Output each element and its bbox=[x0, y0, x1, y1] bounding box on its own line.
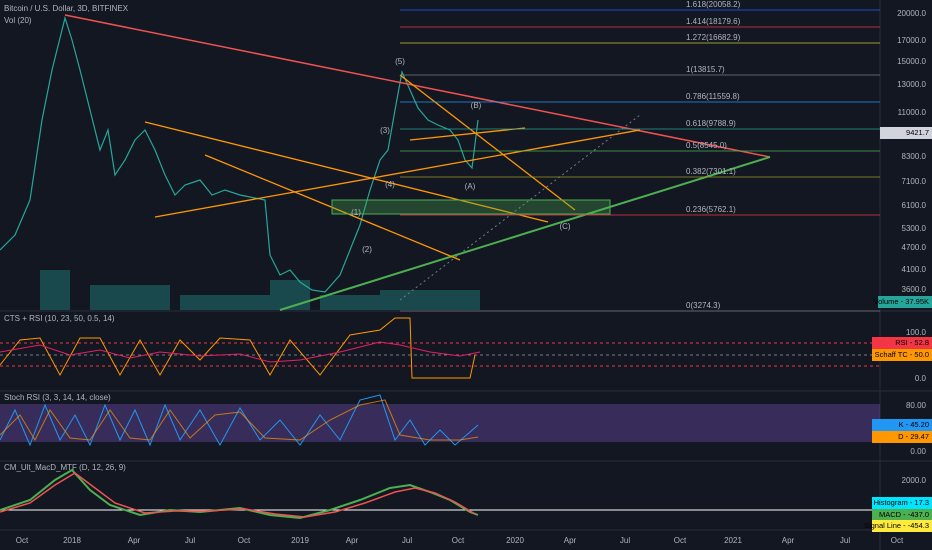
panel-title: CM_Ult_MacD_MTF (D, 12, 26, 9) bbox=[4, 463, 126, 472]
fib-label: 0.382(7301.1) bbox=[686, 167, 736, 176]
panel-title: Stoch RSI (3, 3, 14, 14, close) bbox=[4, 393, 111, 402]
time-label: Apr bbox=[564, 536, 577, 545]
orange-line bbox=[154, 129, 641, 218]
volume-tag-bg bbox=[878, 296, 932, 308]
time-label: Jul bbox=[402, 536, 412, 545]
dotted-line bbox=[399, 114, 641, 301]
time-label: Oct bbox=[238, 536, 251, 545]
wave-label: (2) bbox=[362, 245, 372, 254]
price-label: 20000.0 bbox=[897, 9, 926, 18]
panel-tag: D - 29.47 bbox=[898, 432, 929, 441]
panel-tag: Histogram - 17.3 bbox=[874, 498, 929, 507]
time-label: Jul bbox=[185, 536, 195, 545]
time-label: Oct bbox=[891, 536, 904, 545]
price-label: 6100.0 bbox=[902, 201, 927, 210]
time-label: Apr bbox=[128, 536, 141, 545]
panel-tag: Schaff TC - 50.0 bbox=[875, 350, 929, 359]
volume-study: Vol (20) bbox=[4, 16, 32, 25]
price-line bbox=[0, 15, 479, 293]
panel-tag-bg bbox=[872, 520, 932, 532]
stoch-d bbox=[0, 399, 479, 442]
panel-title: CTS + RSI (10, 23, 50, 0.5, 14) bbox=[4, 314, 115, 323]
symbol-title: Bitcoin / U.S. Dollar, 3D, BITFINEX bbox=[4, 4, 129, 13]
signal-line bbox=[0, 472, 476, 518]
panel-axis-label: 0.00 bbox=[910, 447, 926, 456]
rsi-line bbox=[0, 341, 481, 363]
wave-label: (1) bbox=[351, 208, 361, 217]
wave-label: (3) bbox=[380, 126, 390, 135]
fib-label: 1.618(20058.2) bbox=[686, 0, 741, 9]
price-label: 15000.0 bbox=[897, 57, 926, 66]
time-label: Oct bbox=[16, 536, 29, 545]
price-label: 4100.0 bbox=[902, 265, 927, 274]
fib-label: 0(3274.3) bbox=[686, 301, 721, 310]
price-label: 13000.0 bbox=[897, 80, 926, 89]
fib-label: 0.618(9788.9) bbox=[686, 119, 736, 128]
time-label: 2021 bbox=[724, 536, 742, 545]
price-label: 4700.0 bbox=[902, 243, 927, 252]
time-label: 2019 bbox=[291, 536, 309, 545]
wave-label: (B) bbox=[471, 101, 482, 110]
fib-label: 0.236(5762.1) bbox=[686, 205, 736, 214]
fib-label: 1.272(16682.9) bbox=[686, 33, 741, 42]
price-label: 8300.0 bbox=[902, 152, 927, 161]
panel-axis-label: 2000.0 bbox=[902, 476, 927, 485]
time-label: 2020 bbox=[506, 536, 524, 545]
volume-tag: Volume - 37.95K bbox=[874, 297, 929, 306]
red-trendline bbox=[64, 14, 771, 158]
panel-tag-bg bbox=[872, 349, 932, 361]
price-label: 3600.0 bbox=[902, 285, 927, 294]
last-price: 9421.7 bbox=[906, 128, 929, 137]
time-label: Oct bbox=[452, 536, 465, 545]
green-trendline bbox=[279, 156, 771, 311]
panel-tag: Signal Line - -454.3 bbox=[864, 521, 929, 530]
fib-label: 1.414(18179.6) bbox=[686, 17, 741, 26]
time-label: Oct bbox=[674, 536, 687, 545]
fib-label: 0.5(8545.0) bbox=[686, 141, 727, 150]
wave-label: (5) bbox=[395, 57, 405, 66]
volume-bars bbox=[40, 270, 480, 310]
time-label: Apr bbox=[782, 536, 795, 545]
last-price-bg bbox=[880, 127, 932, 139]
panel-tag: RSI - 52.8 bbox=[895, 338, 929, 347]
stoch-band bbox=[0, 404, 880, 442]
wave-label: (A) bbox=[465, 182, 476, 191]
panel-tag-bg bbox=[872, 497, 932, 509]
panel-tag-bg bbox=[872, 431, 932, 443]
panel-tag-bg bbox=[872, 337, 932, 349]
wave-label: (C) bbox=[559, 222, 570, 231]
panel-tag: K - 45.20 bbox=[899, 420, 929, 429]
panel-tag-bg bbox=[872, 509, 932, 521]
fib-label: 1(13815.7) bbox=[686, 65, 725, 74]
panel-axis-label: 80.00 bbox=[906, 401, 927, 410]
stoch-k bbox=[0, 394, 479, 447]
support-zone bbox=[331, 199, 611, 215]
price-label: 7100.0 bbox=[902, 177, 927, 186]
panel-tag-bg bbox=[872, 419, 932, 431]
time-label: Jul bbox=[840, 536, 850, 545]
wave-label: (4) bbox=[385, 180, 395, 189]
orange-line bbox=[409, 127, 526, 141]
panel-tag: MACD - -437.0 bbox=[879, 510, 929, 519]
price-label: 11000.0 bbox=[898, 108, 927, 117]
time-label: 2018 bbox=[63, 536, 81, 545]
panel-axis-label: 0.0 bbox=[915, 374, 927, 383]
price-label: 5300.0 bbox=[902, 224, 927, 233]
orange-line bbox=[144, 121, 549, 223]
time-label: Apr bbox=[346, 536, 359, 545]
price-label: 17000.0 bbox=[897, 36, 926, 45]
orange-line bbox=[399, 74, 576, 211]
panel-axis-label: 100.0 bbox=[906, 328, 927, 337]
time-label: Jul bbox=[620, 536, 630, 545]
fib-label: 0.786(11559.8) bbox=[686, 92, 740, 101]
schaff-line bbox=[0, 317, 476, 379]
